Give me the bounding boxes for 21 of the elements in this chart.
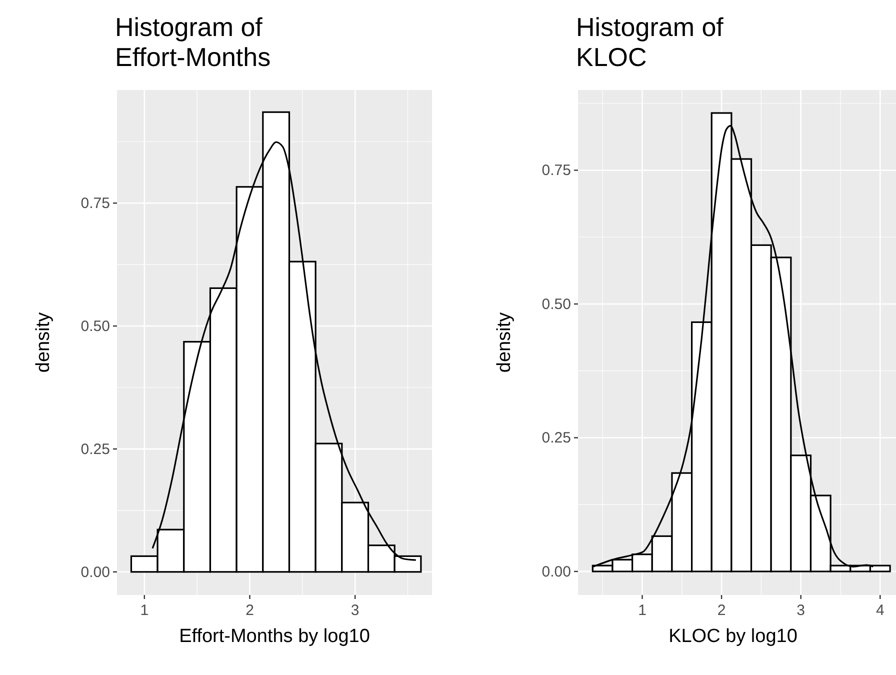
chart-title: Histogram of KLOC bbox=[576, 12, 724, 72]
y-axis-title: density bbox=[494, 312, 515, 373]
x-tick-label: 3 bbox=[796, 602, 806, 619]
x-tick-label: 2 bbox=[717, 602, 726, 619]
x-tick-label: 3 bbox=[350, 602, 360, 619]
y-tick-label: 0.00 bbox=[542, 563, 571, 580]
x-tick-label: 4 bbox=[876, 602, 884, 619]
y-tick-label: 0.50 bbox=[80, 318, 110, 336]
y-tick-label: 0.75 bbox=[542, 162, 571, 180]
chart-title: Histogram of Effort-Months bbox=[115, 12, 271, 72]
x-axis-title: Effort-Months by log10 bbox=[179, 626, 370, 647]
x-tick-label: 1 bbox=[638, 602, 646, 619]
y-tick-label: 0.75 bbox=[80, 195, 110, 212]
y-tick-label: 0.50 bbox=[542, 296, 571, 313]
x-axis-title: KLOC by log10 bbox=[668, 626, 798, 647]
y-tick-label: 0.25 bbox=[542, 430, 571, 447]
x-tick-label: 2 bbox=[246, 602, 254, 619]
y-tick-label: 0.25 bbox=[80, 440, 110, 458]
x-tick-label: 1 bbox=[140, 602, 149, 619]
y-tick-label: 0.00 bbox=[80, 564, 110, 581]
y-axis-title: density bbox=[33, 312, 54, 373]
